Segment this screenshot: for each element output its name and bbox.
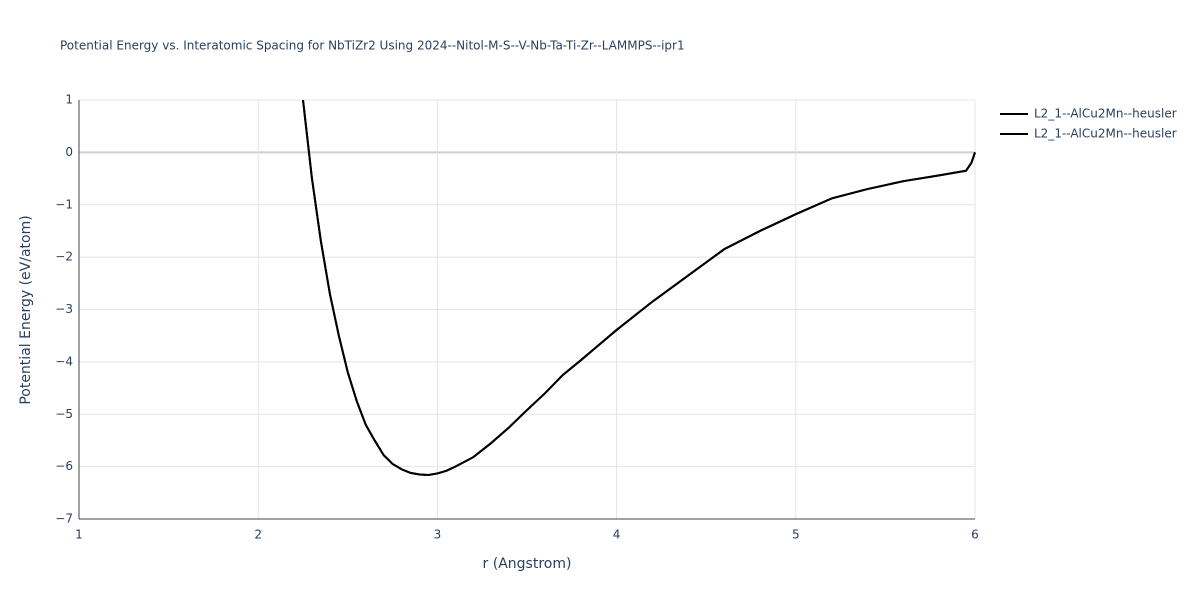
- y-tick-label: −6: [55, 459, 73, 473]
- x-axis-title: r (Angstrom): [483, 556, 572, 572]
- y-tick-label: 0: [65, 145, 73, 159]
- y-tick-label: 1: [65, 93, 73, 107]
- y-tick-label: −3: [55, 302, 73, 316]
- x-tick-label: 3: [434, 528, 442, 542]
- y-tick-label: −4: [55, 354, 73, 368]
- line-series: [302, 100, 976, 477]
- x-tick-label: 5: [792, 528, 800, 542]
- x-tick-label: 1: [75, 528, 83, 542]
- y-tick-label: −5: [55, 407, 73, 421]
- x-tick-label: 4: [613, 528, 621, 542]
- y-tick-label: −1: [55, 197, 73, 211]
- y-tick-label: −7: [55, 512, 73, 526]
- y-axis-title: Potential Energy (eV/atom): [18, 215, 34, 404]
- x-tick-label: 2: [254, 528, 262, 542]
- legend-label: L2_1--AlCu2Mn--heusler: [1034, 127, 1177, 141]
- y-tick-label: −2: [55, 250, 73, 264]
- chart-title: Potential Energy vs. Interatomic Spacing…: [60, 39, 685, 53]
- x-tick-label: 6: [971, 528, 979, 542]
- legend-label: L2_1--AlCu2Mn--heusler: [1034, 107, 1177, 121]
- line-series: [302, 100, 976, 477]
